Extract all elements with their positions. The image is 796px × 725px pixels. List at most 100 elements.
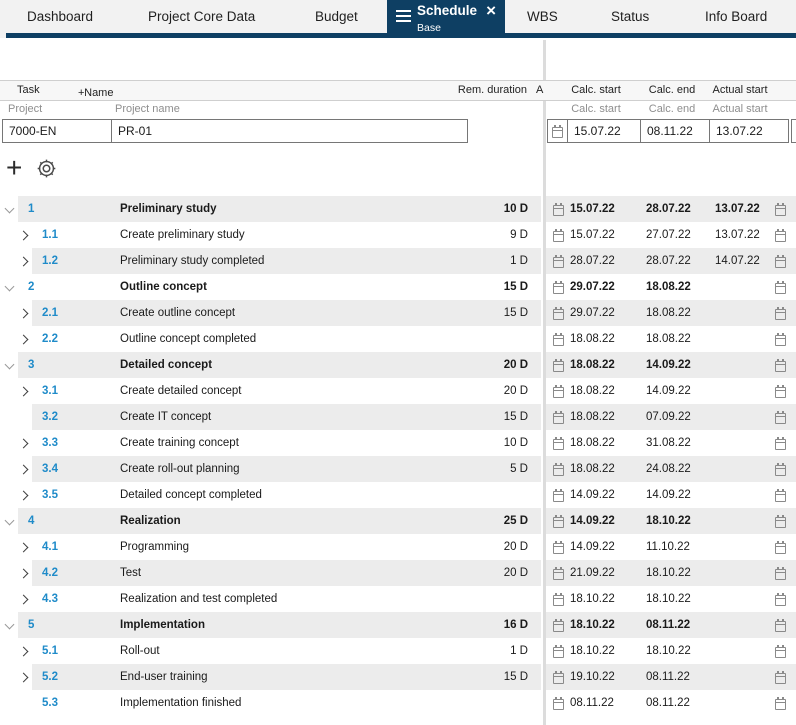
panel-splitter[interactable] [543, 40, 546, 725]
chevron-right-icon[interactable] [18, 646, 29, 657]
task-calc-start[interactable]: 18.10.22 [570, 645, 615, 657]
chevron-right-icon[interactable] [18, 672, 29, 683]
calendar-icon[interactable] [775, 489, 786, 502]
task-calc-end[interactable]: 18.08.22 [646, 281, 691, 293]
calendar-icon[interactable] [553, 463, 564, 476]
task-dates[interactable]: 18.08.22 18.08.22 [546, 326, 796, 352]
task-calc-start[interactable]: 15.07.22 [570, 229, 615, 241]
calendar-icon[interactable] [553, 619, 564, 632]
close-tab-icon[interactable]: × [486, 1, 496, 20]
task-calc-start[interactable]: 29.07.22 [570, 281, 615, 293]
task-row[interactable]: 2 Outline concept 15 D 29.07.22 18.08.22 [0, 274, 796, 300]
task-calc-start[interactable]: 18.10.22 [570, 619, 615, 631]
task-dates[interactable]: 14.09.22 14.09.22 [546, 482, 796, 508]
chevron-down-icon[interactable] [4, 515, 15, 526]
calendar-icon[interactable] [775, 541, 786, 554]
task-dates[interactable]: 18.08.22 24.08.22 [546, 456, 796, 482]
task-dates[interactable]: 19.10.22 08.11.22 [546, 664, 796, 690]
task-row-band[interactable] [18, 612, 541, 638]
task-dates[interactable]: 18.10.22 08.11.22 [546, 612, 796, 638]
task-dates[interactable]: 15.07.22 27.07.22 13.07.22 [546, 222, 796, 248]
task-row[interactable]: 1.2 Preliminary study completed 1 D 28.07.2… [0, 248, 796, 274]
task-calc-end[interactable]: 08.11.22 [646, 697, 690, 709]
task-calc-end[interactable]: 18.08.22 [646, 307, 691, 319]
calendar-icon[interactable] [553, 385, 564, 398]
task-dates[interactable]: 08.11.22 08.11.22 [546, 690, 796, 716]
task-row-band[interactable] [32, 560, 541, 586]
task-calc-start[interactable]: 18.08.22 [570, 359, 615, 371]
calendar-icon[interactable] [775, 437, 786, 450]
calendar-icon[interactable] [775, 463, 786, 476]
calendar-icon[interactable] [775, 697, 786, 710]
task-actual-start[interactable]: 13.07.22 [715, 229, 760, 241]
calendar-icon[interactable] [553, 541, 564, 554]
calendar-icon[interactable] [553, 645, 564, 658]
task-row[interactable]: 4.2 Test 20 D 21.09.22 18.10.22 [0, 560, 796, 586]
task-row[interactable]: 4 Realization 25 D 14.09.22 18.10.22 [0, 508, 796, 534]
menu-icon[interactable] [396, 10, 411, 22]
chevron-down-icon[interactable] [4, 359, 15, 370]
task-calc-end[interactable]: 18.10.22 [646, 645, 691, 657]
task-row-band[interactable] [32, 456, 541, 482]
chevron-right-icon[interactable] [18, 594, 29, 605]
col-task[interactable]: Task [17, 84, 40, 96]
task-row[interactable]: 5.2 End-user training 15 D 19.10.22 08.11.22 [0, 664, 796, 690]
task-calc-start[interactable]: 14.09.22 [570, 489, 615, 501]
calendar-icon[interactable] [775, 255, 786, 268]
task-calc-start[interactable]: 14.09.22 [570, 541, 615, 553]
task-row-band[interactable] [18, 508, 541, 534]
task-dates[interactable]: 18.08.22 14.09.22 [546, 352, 796, 378]
chevron-right-icon[interactable] [18, 542, 29, 553]
chevron-right-icon[interactable] [18, 438, 29, 449]
task-row[interactable]: 2.2 Outline concept completed 18.08.22 18.0… [0, 326, 796, 352]
task-dates[interactable]: 18.08.22 14.09.22 [546, 378, 796, 404]
task-calc-end[interactable]: 11.10.22 [646, 541, 690, 553]
task-row[interactable]: 3.2 Create IT concept 15 D 18.08.22 07.09.22 [0, 404, 796, 430]
task-calc-end[interactable]: 24.08.22 [646, 463, 691, 475]
task-calc-end[interactable]: 14.09.22 [646, 359, 691, 371]
chevron-right-icon[interactable] [18, 490, 29, 501]
task-calc-end[interactable]: 31.08.22 [646, 437, 691, 449]
task-calc-end[interactable]: 28.07.22 [646, 203, 691, 215]
calendar-icon[interactable] [775, 385, 786, 398]
task-row[interactable]: 5 Implementation 16 D 18.10.22 08.11.22 [0, 612, 796, 638]
col-calc-end[interactable]: Calc. end [648, 84, 696, 96]
task-row[interactable]: 3.4 Create roll-out planning 5 D 18.08.22 24… [0, 456, 796, 482]
task-row-band[interactable] [32, 404, 541, 430]
calendar-icon[interactable] [775, 567, 786, 580]
task-calc-end[interactable]: 27.07.22 [646, 229, 691, 241]
calendar-icon[interactable] [775, 619, 786, 632]
task-calc-end[interactable]: 07.09.22 [646, 411, 691, 423]
calendar-icon[interactable] [775, 333, 786, 346]
calendar-icon[interactable] [553, 229, 564, 242]
task-row-band[interactable] [32, 248, 541, 274]
task-row[interactable]: 3.1 Create detailed concept 20 D 18.08.22 14… [0, 378, 796, 404]
task-actual-start[interactable]: 14.07.22 [715, 255, 760, 267]
add-column-icon[interactable]: + [78, 87, 85, 99]
task-calc-start[interactable]: 18.08.22 [570, 411, 615, 423]
task-calc-start[interactable]: 29.07.22 [570, 307, 615, 319]
calendar-icon[interactable] [553, 593, 564, 606]
task-calc-start[interactable]: 28.07.22 [570, 255, 615, 267]
task-dates[interactable]: 14.09.22 11.10.22 [546, 534, 796, 560]
task-actual-start[interactable]: 13.07.22 [715, 203, 760, 215]
calendar-icon[interactable] [553, 411, 564, 424]
col-a[interactable]: A [536, 84, 544, 96]
task-row[interactable]: 3.5 Detailed concept completed 14.09.22 14.… [0, 482, 796, 508]
tab-dashboard[interactable]: Dashboard [27, 9, 94, 24]
tab-info-board[interactable]: Info Board [705, 9, 768, 24]
task-dates[interactable]: 14.09.22 18.10.22 [546, 508, 796, 534]
settings-gear-icon[interactable] [36, 158, 57, 184]
task-row-band[interactable] [32, 690, 541, 716]
task-calc-end[interactable]: 08.11.22 [646, 619, 691, 631]
chevron-right-icon[interactable] [18, 230, 29, 241]
project-calendar-icon[interactable] [548, 120, 568, 142]
col-name[interactable]: + Name [78, 87, 114, 99]
tab-schedule[interactable]: Schedule × Base [387, 0, 505, 38]
tab-wbs[interactable]: WBS [527, 9, 558, 24]
task-dates[interactable]: 18.08.22 31.08.22 [546, 430, 796, 456]
col-calc-start[interactable]: Calc. start [571, 84, 621, 96]
task-calc-start[interactable]: 19.10.22 [570, 671, 615, 683]
calendar-icon[interactable] [553, 671, 564, 684]
chevron-right-icon[interactable] [18, 464, 29, 475]
